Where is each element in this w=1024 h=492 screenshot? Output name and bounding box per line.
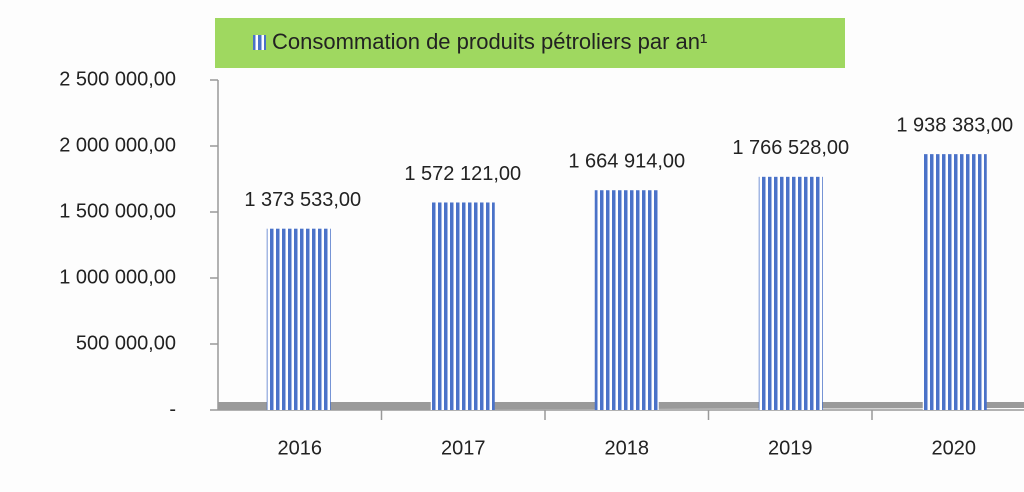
data-label: 1 938 383,00 [896,114,1013,136]
x-tick-label: 2019 [768,437,813,459]
x-tick-label: 2018 [605,437,650,459]
data-label: 1 664 914,00 [568,151,685,173]
y-tick-label: - [169,398,176,420]
y-tick-label: 500 000,00 [76,332,176,354]
bar [758,176,823,410]
bar [594,190,659,410]
bar [922,154,987,410]
y-tick-label: 1 000 000,00 [59,266,176,288]
y-tick-label: 2 500 000,00 [59,68,176,90]
legend-box [215,18,845,68]
bar [266,228,331,410]
y-tick-label: 2 000 000,00 [59,134,176,156]
x-tick-label: 2016 [278,437,323,459]
y-tick-label: 1 500 000,00 [59,200,176,222]
data-label: 1 373 533,00 [244,189,361,211]
data-label: 1 572 121,00 [404,163,521,185]
bar [430,202,495,410]
data-label: 1 766 528,00 [732,137,849,159]
x-tick-label: 2017 [441,437,486,459]
legend-swatch [253,35,266,50]
x-tick-label: 2020 [932,437,977,459]
legend-label: Consommation de produits pétroliers par … [272,29,707,54]
